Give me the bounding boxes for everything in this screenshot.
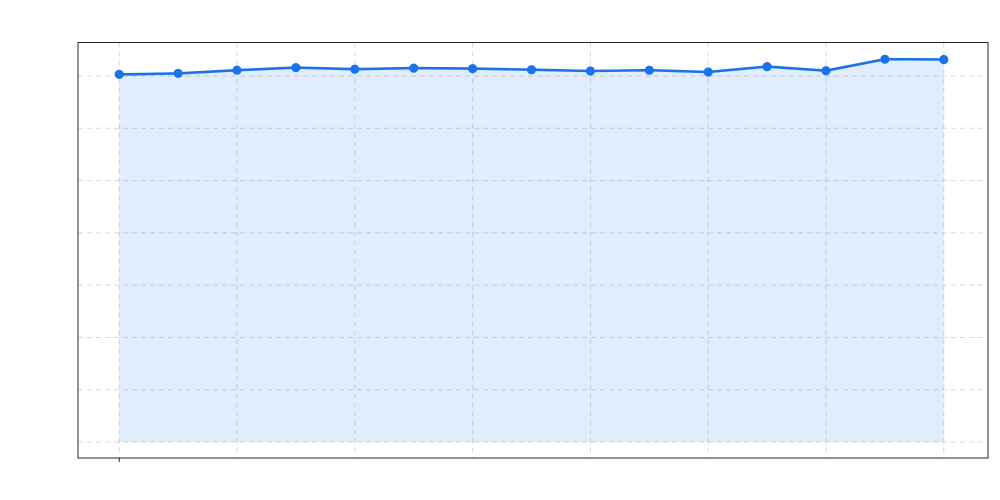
data-point-2019 [644, 65, 654, 75]
data-point-2012 [232, 65, 242, 75]
data-point-2013 [291, 63, 301, 73]
data-point-2014 [350, 64, 360, 74]
data-point-2023 [880, 54, 890, 64]
data-point-2015 [409, 63, 419, 73]
area-fill [119, 59, 944, 442]
data-point-2011 [173, 68, 183, 78]
data-point-2022 [821, 66, 831, 76]
data-point-2021 [762, 62, 772, 72]
data-point-2018 [585, 66, 596, 76]
data-point-2020 [703, 67, 713, 77]
data-point-2016 [468, 64, 478, 74]
data-point-2017 [526, 65, 537, 75]
data-point-2024 [939, 54, 949, 65]
data-point-2010 [114, 69, 124, 79]
plot-border [77, 42, 989, 459]
